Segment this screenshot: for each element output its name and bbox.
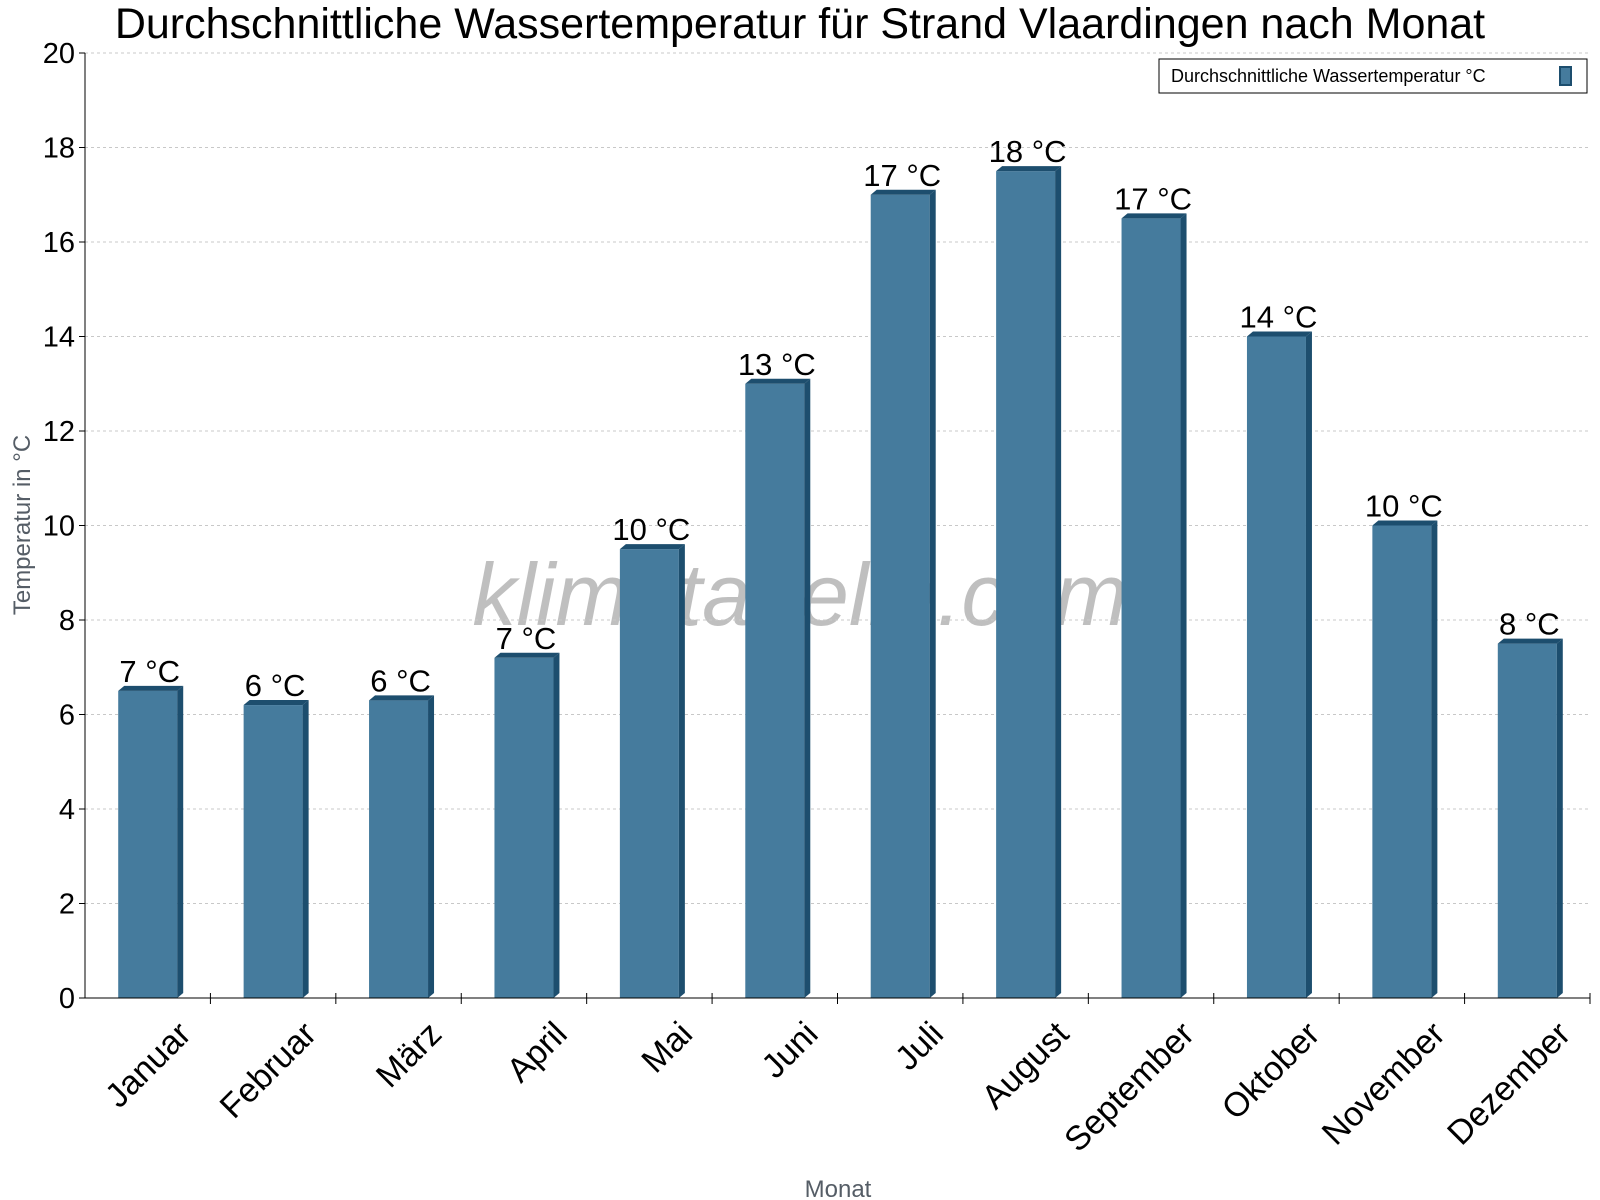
bar-front — [996, 171, 1056, 998]
x-tick-label: Februar — [213, 1015, 324, 1126]
bar-value-label: 7 °C — [496, 621, 557, 656]
bar-top — [494, 652, 560, 658]
y-axis-title: Temperatur in °C — [9, 435, 36, 615]
bar-value-label: 10 °C — [612, 512, 690, 547]
bar — [118, 685, 184, 998]
bar-top — [1246, 331, 1312, 337]
x-tick-label: Januar — [98, 1015, 198, 1115]
bar — [996, 166, 1062, 998]
bar-side — [1180, 213, 1187, 998]
bar-side — [1055, 166, 1062, 998]
bar-top — [996, 166, 1062, 172]
bar-value-label: 17 °C — [863, 158, 941, 193]
legend-label: Durchschnittliche Wassertemperatur °C — [1171, 66, 1486, 86]
bar-value-label: 14 °C — [1240, 300, 1318, 335]
bar-value-label: 7 °C — [119, 654, 180, 689]
bar-value-label: 6 °C — [245, 668, 306, 703]
bar-side — [428, 695, 435, 998]
bar-front — [494, 657, 554, 998]
bar-top — [243, 700, 309, 706]
bar-top — [1497, 638, 1563, 644]
bar-side — [1431, 520, 1438, 998]
bar-value-label: 18 °C — [989, 134, 1067, 169]
bar-front — [118, 690, 178, 998]
bar-side — [302, 700, 309, 998]
y-tick-label: 16 — [43, 227, 75, 259]
bar-top — [745, 378, 811, 384]
bar-top — [1372, 520, 1438, 526]
bar — [1497, 638, 1563, 998]
x-tick-label: Oktober — [1215, 1015, 1327, 1127]
bar-front — [369, 700, 429, 998]
bar-front — [745, 383, 805, 998]
bar-value-label: 17 °C — [1114, 181, 1192, 216]
bar-top — [118, 685, 184, 691]
y-tick-label: 8 — [59, 605, 75, 637]
bar-side — [804, 378, 811, 998]
y-tick-label: 6 — [59, 700, 75, 732]
bar — [1372, 520, 1438, 998]
x-tick-label: September — [1057, 1015, 1201, 1159]
bar-top — [619, 544, 685, 550]
chart-title: Durchschnittliche Wassertemperatur für S… — [114, 0, 1486, 48]
bar-front — [1497, 643, 1557, 998]
bars — [118, 166, 1563, 998]
bar-value-label: 10 °C — [1365, 489, 1443, 524]
x-tick-label: April — [500, 1015, 575, 1090]
bar — [745, 378, 811, 998]
bar-top — [1121, 213, 1187, 219]
legend: Durchschnittliche Wassertemperatur °C — [1158, 58, 1588, 94]
bar-front — [1121, 218, 1181, 998]
bar-front — [1372, 525, 1432, 998]
bar-top — [369, 695, 435, 701]
legend-box — [1158, 58, 1588, 94]
x-tick-label: Dezember — [1440, 1015, 1578, 1153]
y-tick-label: 20 — [43, 38, 75, 70]
bar — [494, 652, 560, 998]
bar-side — [177, 685, 184, 998]
x-tick-label: November — [1315, 1015, 1453, 1153]
bar-side — [1556, 638, 1563, 998]
bar-value-label: 8 °C — [1499, 607, 1560, 642]
x-tick-label: Mai — [634, 1015, 700, 1081]
x-axis-title: Monat — [805, 1176, 872, 1200]
y-tick-label: 18 — [43, 133, 75, 165]
legend-swatch — [1559, 66, 1572, 86]
bar-side — [678, 544, 685, 998]
bar — [1121, 213, 1187, 998]
y-tick-label: 12 — [43, 416, 75, 448]
x-tick-label: Juni — [754, 1015, 825, 1086]
bar-top — [870, 189, 936, 195]
bar — [870, 189, 936, 998]
x-tick-label: Juli — [888, 1015, 951, 1078]
bar-value-label: 6 °C — [370, 663, 431, 698]
x-tick-label: März — [369, 1015, 449, 1095]
bar — [369, 695, 435, 998]
y-tick-label: 14 — [43, 322, 75, 354]
grid-lines — [85, 52, 1590, 904]
bar-side — [553, 652, 560, 998]
axes — [79, 52, 1591, 1004]
y-tick-label: 2 — [59, 889, 75, 921]
bar-front — [243, 705, 303, 998]
bar-side — [929, 189, 936, 998]
bar — [1246, 331, 1312, 998]
bar-front — [870, 194, 930, 998]
x-tick-label: August — [975, 1014, 1077, 1116]
bar-value-label: 13 °C — [738, 347, 816, 382]
bar-side — [1305, 331, 1312, 998]
bar — [243, 700, 309, 998]
bar — [619, 544, 685, 998]
bar-front — [1246, 336, 1306, 998]
y-tick-label: 0 — [59, 983, 75, 1015]
bar-front — [619, 549, 679, 998]
y-tick-label: 4 — [59, 794, 75, 826]
y-tick-label: 10 — [43, 511, 75, 543]
